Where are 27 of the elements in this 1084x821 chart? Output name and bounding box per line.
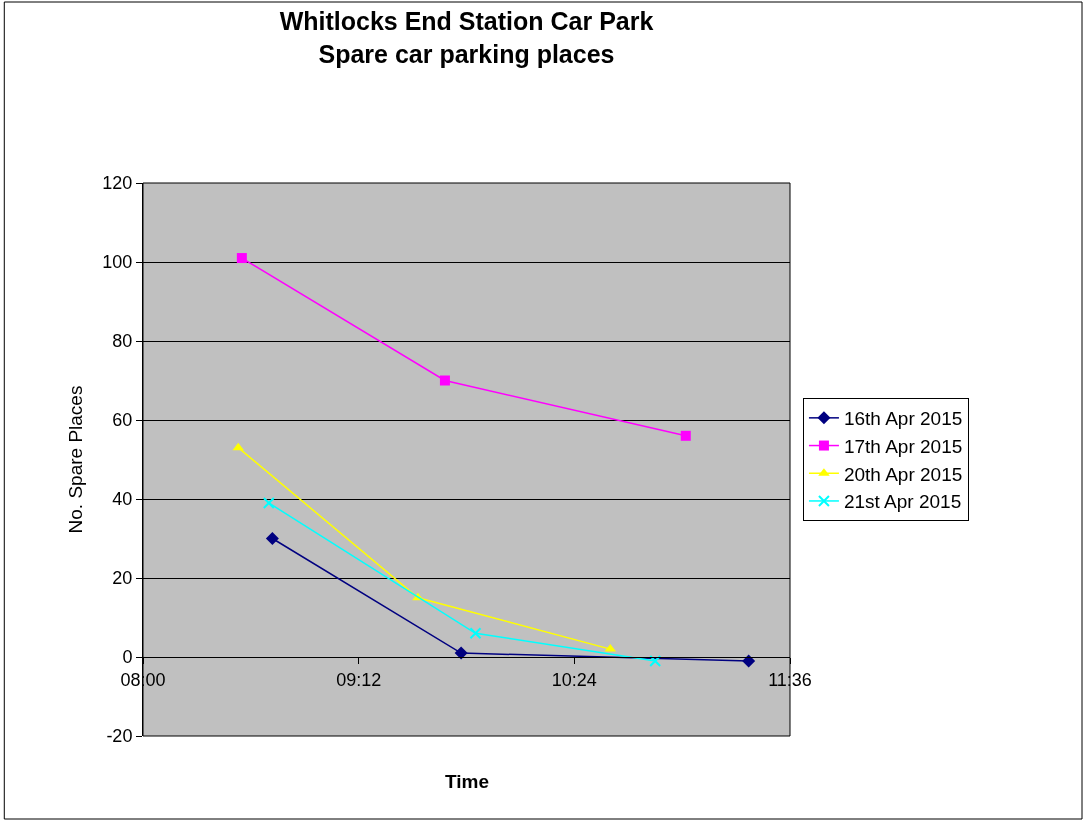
y-tick-label: 80 [112,331,133,352]
legend-label: 20th Apr 2015 [843,463,963,485]
chart-title: Whitlocks End Station Car Park Spare car parking places [279,7,654,68]
x-axis-title: Time [445,771,490,792]
y-tick-label: 60 [112,410,133,431]
legend-label: 21st Apr 2015 [843,491,962,513]
point [649,654,662,667]
y-tick-label: 0 [122,647,133,668]
point [454,646,468,660]
point [680,430,691,441]
point [742,654,756,668]
x-tick-label: 09:12 [336,669,382,690]
x-tick-label: 10:24 [551,669,597,690]
point [236,253,247,264]
y-tick-label: 40 [112,489,133,510]
legend-label: 16th Apr 2015 [843,408,963,430]
y-tick-label: 100 [102,252,133,273]
x-tick-label: 11:36 [768,669,812,690]
legend-label: 17th Apr 2015 [843,435,963,457]
y-axis-title: No. Spare Places [65,385,87,534]
point [469,627,482,640]
point [265,532,279,545]
y-tick-label: 120 [102,173,133,194]
point [439,375,450,386]
y-tick-label: 20 [112,568,133,589]
y-tick-label: -20 [106,726,133,747]
point [262,496,275,509]
